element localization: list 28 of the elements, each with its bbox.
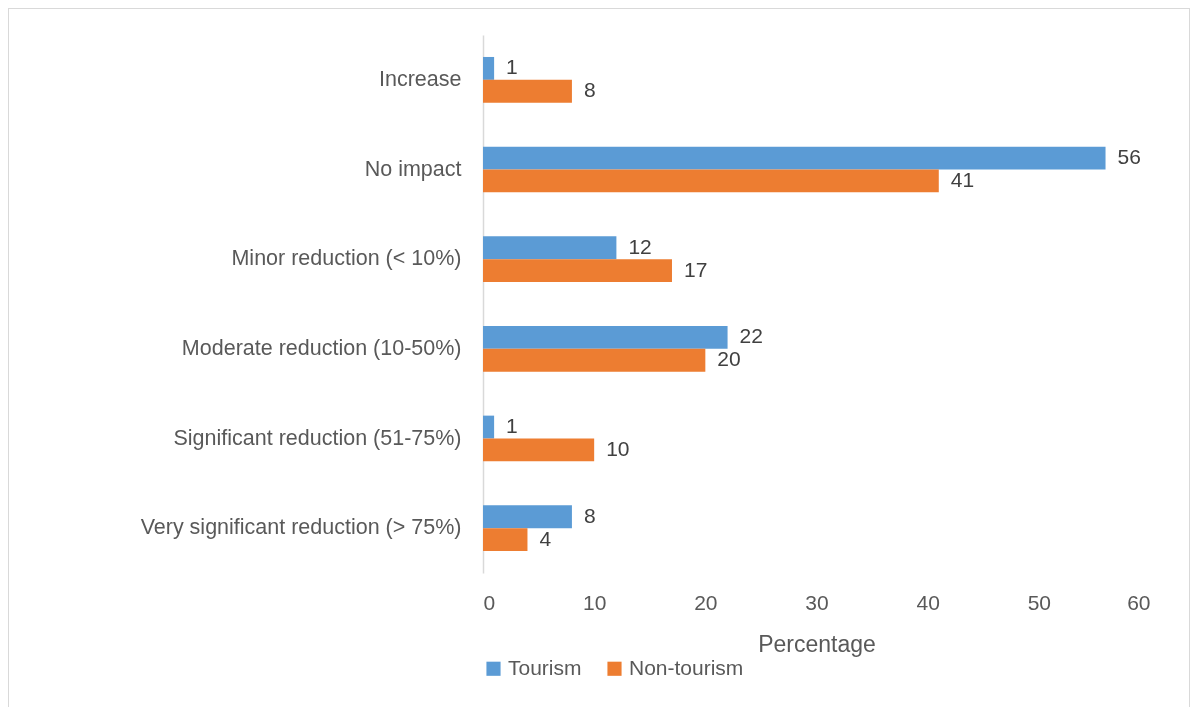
data-label: 12	[628, 234, 652, 258]
legend-label: Non-tourism	[629, 655, 744, 679]
y-tick-label: Significant reduction (51-75%)	[173, 425, 462, 450]
data-label: 22	[739, 324, 763, 348]
x-tick-label: 60	[1127, 590, 1151, 614]
data-label: 8	[583, 78, 596, 102]
y-tick-label: Minor reduction (< 10%)	[231, 246, 462, 271]
x-axis-title: Percentage	[758, 630, 876, 657]
data-label: 17	[683, 257, 708, 281]
y-tick-label: Increase	[379, 66, 462, 91]
data-label: 41	[950, 167, 975, 191]
y-tick-label: Moderate reduction (10-50%)	[181, 335, 462, 360]
data-label: 1	[506, 414, 518, 438]
x-tick-label: 20	[694, 590, 718, 614]
x-tick-label: 50	[1027, 590, 1052, 614]
x-tick-label: 40	[916, 590, 940, 614]
x-tick-label: 30	[805, 590, 829, 614]
data-label: 4	[539, 526, 552, 550]
data-label: 8	[583, 503, 596, 527]
y-tick-label: No impact	[364, 156, 462, 181]
y-tick-label: Very significant reduction (> 75%)	[140, 515, 462, 540]
x-tick-label: 0	[483, 590, 496, 614]
legend-label: Tourism	[508, 655, 582, 679]
data-label: 10	[606, 436, 630, 460]
x-tick-label: 10	[582, 590, 607, 614]
data-label: 1	[506, 55, 518, 79]
data-label: 56	[1117, 145, 1141, 169]
data-label: 20	[717, 347, 741, 371]
